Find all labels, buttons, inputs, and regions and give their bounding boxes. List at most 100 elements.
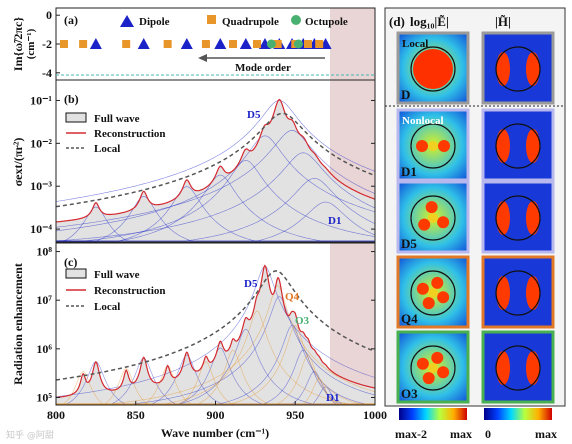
quadrupole-point	[315, 40, 324, 48]
row-label-q4: Q4	[401, 311, 418, 326]
quadrupole-point	[252, 40, 261, 48]
quadrupole-point	[273, 40, 282, 48]
quadrupole-point	[122, 40, 131, 48]
legend-octupole-marker	[291, 15, 301, 25]
panel-b: (b) 10⁻⁴ 10⁻³ 10⁻² 10⁻¹ σext/(πr²) Full wav…	[11, 79, 376, 243]
dipole-point	[180, 38, 193, 49]
h-lobe	[526, 52, 540, 86]
quadrupole-point	[163, 40, 172, 48]
field-lobe	[431, 351, 444, 364]
field-center	[428, 363, 438, 373]
panel-a-yticks: 0 -2 -4	[42, 8, 60, 80]
xtick-label: 1000	[363, 408, 387, 422]
local-line	[55, 112, 376, 208]
x-axis-ticks: 800 850 900 950 1000	[47, 401, 387, 422]
panel-c-ylabel: Radiation enhancement	[11, 263, 25, 385]
shaded-region	[330, 8, 375, 80]
legend-fullwave-label: Full wave	[94, 113, 140, 125]
field-center	[428, 141, 438, 151]
ytick-label: 10⁵	[36, 390, 52, 404]
panel-b-yticks: 10⁻⁴ 10⁻³ 10⁻² 10⁻¹	[30, 93, 375, 236]
legend-fullwave-swatch	[65, 112, 87, 123]
mode-curve	[55, 135, 376, 232]
legend-octupole-label: Octupole	[305, 16, 348, 28]
xtick-label: 850	[127, 408, 145, 422]
ytick-label: 10⁻³	[30, 179, 52, 193]
octupole-point	[266, 39, 276, 49]
ytick-label: 10⁻²	[30, 136, 52, 150]
h-lobe	[526, 201, 540, 235]
mode-label-d1: D1	[326, 392, 339, 404]
dipole-point	[214, 38, 227, 49]
field-lobe	[416, 357, 429, 370]
colorbar-e	[399, 408, 467, 420]
mode-label-d5: D5	[244, 278, 258, 290]
xtick-label: 900	[207, 408, 225, 422]
dipole-point	[89, 38, 102, 49]
field-lobe	[416, 282, 429, 295]
h-lobe	[496, 276, 510, 310]
row-label-d1: D1	[401, 164, 417, 179]
field-lobe	[437, 366, 450, 379]
legend-quadrupole-marker	[207, 15, 216, 24]
field-lobe	[425, 201, 438, 214]
particle-outline	[495, 123, 541, 169]
particle-outline	[495, 46, 541, 92]
field-lobe	[422, 297, 435, 310]
mode-label-q4: Q4	[285, 291, 300, 303]
colorbar-e-min: max-2	[395, 427, 427, 441]
legend-fullwave-swatch	[65, 268, 87, 279]
reconstruction-line	[55, 264, 376, 399]
legend-local-label: Local	[94, 143, 120, 155]
mode-label-o3: O3	[295, 315, 310, 327]
particle-outline	[495, 270, 541, 316]
field-center	[428, 288, 438, 298]
x-axis-label: Wave number (cm⁻¹)	[161, 426, 269, 440]
dipole-point	[137, 38, 150, 49]
h-field-map	[481, 180, 555, 254]
quadrupole-point	[79, 40, 88, 48]
panel-b-ylabel: σext/(πr²)	[11, 138, 25, 187]
panel-d-col2-title: |H̃|	[495, 14, 511, 29]
mode-order-bg	[222, 60, 304, 73]
panel-a-yunit: (cm⁻¹)	[25, 28, 37, 59]
field-lobe	[416, 140, 428, 152]
panel-a-ylabel: Im{ω̃/2πc}	[11, 17, 25, 71]
panel-c: (c) 10⁵ 10⁶ 10⁷ 10⁸ 800 850 900 950 1000 Radiat…	[11, 242, 387, 440]
dipole-mode-curve	[55, 265, 376, 397]
ytick-label: 10⁻⁴	[30, 222, 52, 236]
field-lobe	[418, 218, 431, 231]
legend-dipole-marker	[120, 15, 134, 27]
legend-reconstruction-label: Reconstruction	[94, 128, 166, 140]
mode-curve	[56, 159, 376, 242]
ytick-label: 10⁷	[36, 293, 52, 307]
particle-outline	[495, 345, 541, 391]
h-lobe	[496, 129, 510, 163]
mode-curve	[55, 152, 376, 242]
particle-outline	[410, 46, 456, 92]
h-field-map	[481, 255, 555, 329]
legend-reconstruction-label: Reconstruction	[94, 285, 166, 297]
row-label-d: D	[401, 87, 410, 102]
field-lobe	[422, 372, 435, 385]
panel-a: (a) 0 -2 -4 Im{ω̃/2πc} (cm⁻¹) Dipole Quadr…	[11, 7, 376, 81]
particle-outline	[410, 123, 456, 169]
colorbar-h-max: max	[535, 427, 557, 441]
local-line	[55, 270, 376, 381]
panel-d-label: (d)	[389, 14, 405, 29]
row-label-d5: D5	[401, 236, 417, 251]
field-lobe	[437, 216, 450, 229]
colorbar-h-min: 0	[485, 427, 491, 441]
particle-field	[413, 49, 453, 89]
panel-d-rows: D Local D1 Nonlocal D5 Q4 O3	[396, 31, 555, 404]
h-lobe	[496, 52, 510, 86]
h-lobe	[526, 351, 540, 385]
ytick-label: 0	[46, 8, 52, 22]
octupole-point	[293, 39, 303, 49]
quadrupole-point	[59, 40, 68, 48]
ytick-label: -2	[42, 37, 52, 51]
mode-curve	[55, 100, 376, 202]
panel-d: (d) log₁₀|Ẽ| |H̃| D Local D1 Nonlocal D5 Q4 O3…	[384, 7, 566, 441]
panel-c-yticks: 10⁵ 10⁶ 10⁷ 10⁸	[36, 245, 375, 404]
